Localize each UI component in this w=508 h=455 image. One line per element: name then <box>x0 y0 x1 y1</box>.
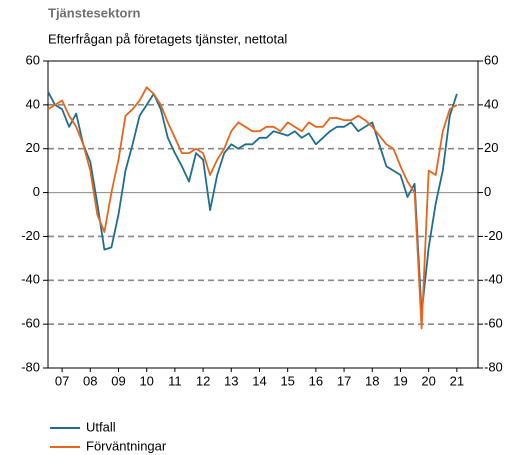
y-tick-label-right: -80 <box>484 359 503 374</box>
y-tick-label: 20 <box>26 140 40 155</box>
x-tick-label: 10 <box>139 373 153 388</box>
x-tick-label: 19 <box>393 373 407 388</box>
series-line <box>47 91 458 315</box>
x-tick-label: 08 <box>83 373 97 388</box>
x-tick-label: 16 <box>309 373 323 388</box>
x-tick-label: 14 <box>252 373 266 388</box>
x-tick-label: 09 <box>111 373 125 388</box>
y-tick-label: 60 <box>26 52 40 67</box>
series-line <box>47 86 458 330</box>
x-tick-label: 17 <box>337 373 351 388</box>
y-tick-label: 0 <box>33 184 40 199</box>
chart-title: Tjänstesektorn <box>48 5 141 20</box>
plot-frame <box>47 60 479 369</box>
y-tick-label-right: -40 <box>484 272 503 287</box>
y-tick-label-right: 0 <box>484 184 491 199</box>
x-tick-label: 21 <box>450 373 464 388</box>
y-tick-label-right: -20 <box>484 228 503 243</box>
x-tick-label: 12 <box>196 373 210 388</box>
y-tick-label-right: 40 <box>484 96 498 111</box>
y-tick-label-right: 20 <box>484 140 498 155</box>
y-tick-label: -60 <box>21 316 40 331</box>
y-tick-label: -80 <box>21 359 40 374</box>
legend-label: Förväntningar <box>86 438 167 453</box>
y-tick-label: 40 <box>26 96 40 111</box>
legend-label: Utfall <box>86 419 116 434</box>
chart-subtitle: Efterfrågan på företagets tjänster, nett… <box>48 31 287 46</box>
y-tick-label: -40 <box>21 272 40 287</box>
x-tick-label: 13 <box>224 373 238 388</box>
x-tick-label: 07 <box>55 373 69 388</box>
x-tick-label: 11 <box>168 373 182 388</box>
x-tick-label: 15 <box>280 373 294 388</box>
x-tick-label: 18 <box>365 373 379 388</box>
x-tick-label: 20 <box>421 373 435 388</box>
y-tick-label-right: -60 <box>484 316 503 331</box>
y-tick-label: -20 <box>21 228 40 243</box>
y-tick-label-right: 60 <box>484 52 498 67</box>
